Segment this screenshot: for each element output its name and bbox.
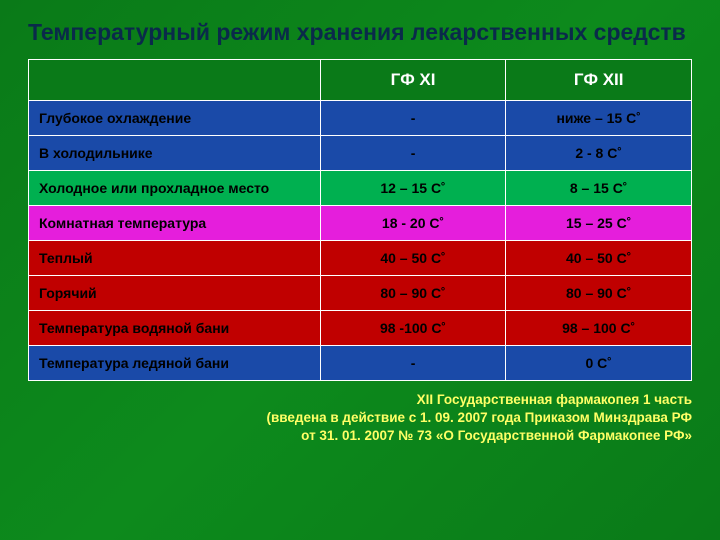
header-col1: ГФ XI [320, 59, 506, 100]
table-row: Теплый40 – 50 С˚40 – 50 С˚ [29, 240, 692, 275]
footer-citation: XII Государственная фармакопея 1 часть (… [28, 391, 692, 446]
row-value-1: 98 -100 С˚ [320, 310, 506, 345]
row-label: Глубокое охлаждение [29, 100, 321, 135]
row-value-1: 18 - 20 С˚ [320, 205, 506, 240]
footer-line: (введена в действие с 1. 09. 2007 года П… [28, 409, 692, 427]
row-value-1: - [320, 345, 506, 380]
row-value-2: ниже – 15 С˚ [506, 100, 692, 135]
table-row: Комнатная температура18 - 20 С˚15 – 25 С… [29, 205, 692, 240]
page-title: Температурный режим хранения лекарственн… [28, 18, 692, 47]
row-value-2: 8 – 15 С˚ [506, 170, 692, 205]
row-value-2: 40 – 50 С˚ [506, 240, 692, 275]
row-label: Комнатная температура [29, 205, 321, 240]
header-col2: ГФ XII [506, 59, 692, 100]
row-value-2: 15 – 25 С˚ [506, 205, 692, 240]
row-value-1: - [320, 135, 506, 170]
table-row: Температура водяной бани98 -100 С˚98 – 1… [29, 310, 692, 345]
row-label: Холодное или прохладное место [29, 170, 321, 205]
row-value-1: 40 – 50 С˚ [320, 240, 506, 275]
row-label: В холодильнике [29, 135, 321, 170]
table-row: В холодильнике-2 - 8 С˚ [29, 135, 692, 170]
row-value-2: 80 – 90 С˚ [506, 275, 692, 310]
row-label: Теплый [29, 240, 321, 275]
table-row: Глубокое охлаждение-ниже – 15 С˚ [29, 100, 692, 135]
row-value-1: 12 – 15 С˚ [320, 170, 506, 205]
row-value-2: 2 - 8 С˚ [506, 135, 692, 170]
footer-line: от 31. 01. 2007 № 73 «О Государственной … [28, 427, 692, 445]
table-row: Холодное или прохладное место12 – 15 С˚8… [29, 170, 692, 205]
row-label: Температура водяной бани [29, 310, 321, 345]
row-value-2: 0 С˚ [506, 345, 692, 380]
header-corner [29, 59, 321, 100]
row-label: Горячий [29, 275, 321, 310]
row-label: Температура ледяной бани [29, 345, 321, 380]
row-value-1: 80 – 90 С˚ [320, 275, 506, 310]
table-header-row: ГФ XI ГФ XII [29, 59, 692, 100]
table-row: Горячий80 – 90 С˚80 – 90 С˚ [29, 275, 692, 310]
row-value-2: 98 – 100 С˚ [506, 310, 692, 345]
table-row: Температура ледяной бани-0 С˚ [29, 345, 692, 380]
temperature-table: ГФ XI ГФ XII Глубокое охлаждение-ниже – … [28, 59, 692, 381]
footer-line: XII Государственная фармакопея 1 часть [28, 391, 692, 409]
row-value-1: - [320, 100, 506, 135]
